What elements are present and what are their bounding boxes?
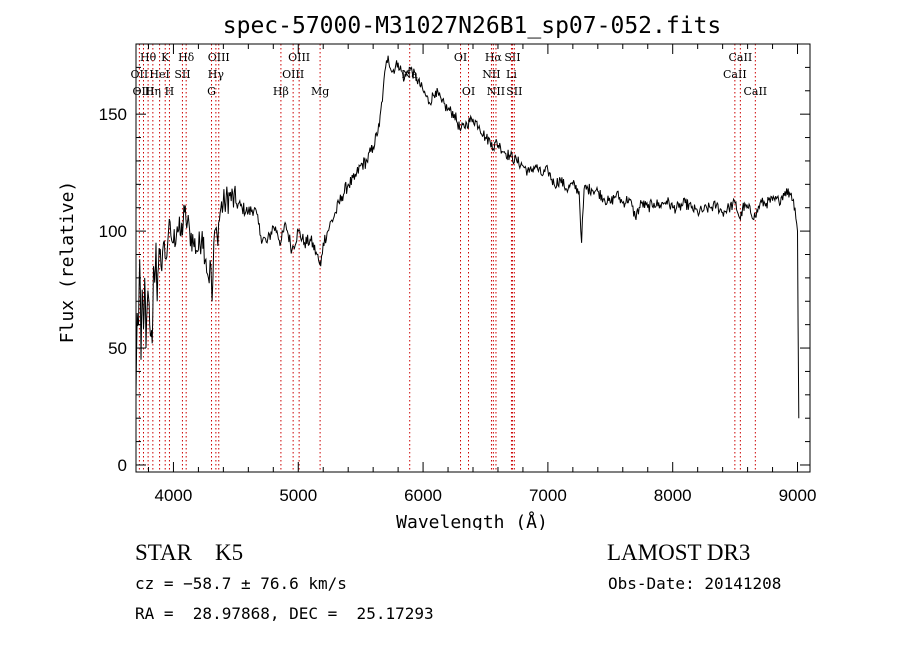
survey-name: LAMOST DR3 xyxy=(607,540,751,565)
line-label: H xyxy=(165,85,175,98)
line-label: CaII xyxy=(729,51,753,64)
line-label: Hδ xyxy=(178,51,195,64)
line-label: G xyxy=(207,85,216,98)
x-axis-label: Wavelength (Å) xyxy=(396,511,548,530)
line-label: OIII xyxy=(132,85,154,98)
x-tick-label: 6000 xyxy=(404,486,442,505)
axes: 4000 5000 6000 7000 8000 9000 0 50 100 150 xyxy=(99,44,817,505)
line-label: OII xyxy=(131,68,149,81)
line-label: OIII xyxy=(288,51,310,64)
plot-frame xyxy=(135,43,811,473)
chart-title: spec-57000-M31027N26B1_sp07-052.fits xyxy=(223,13,722,39)
line-label: SII xyxy=(506,85,522,98)
spectrum-line xyxy=(135,55,800,419)
y-tick-label: 100 xyxy=(99,222,127,241)
redshift-velocity: cz = −58.7 ± 76.6 km/s xyxy=(135,574,347,593)
line-label: HeI xyxy=(149,68,169,81)
line-label: Hβ xyxy=(273,85,289,98)
line-label: OI xyxy=(454,51,467,64)
x-tick-label: 4000 xyxy=(155,486,193,505)
line-label: SII xyxy=(174,68,190,81)
line-label: Mg xyxy=(311,85,329,98)
sky-coordinates: RA = 28.97868, DEC = 25.17293 xyxy=(135,604,434,623)
x-tick-label: 8000 xyxy=(654,486,692,505)
object-classification: STAR K5 xyxy=(135,540,243,566)
y-tick-label: 150 xyxy=(99,105,127,124)
line-label: Hη xyxy=(145,85,161,98)
x-tick-label: 9000 xyxy=(779,486,817,505)
line-label: OI xyxy=(462,85,475,98)
line-label: Hγ xyxy=(208,68,225,81)
line-label: Hθ xyxy=(140,51,157,64)
line-label: NII xyxy=(482,68,500,81)
y-tick-label: 0 xyxy=(118,456,127,475)
x-tick-label: 7000 xyxy=(529,486,567,505)
object-subclass: K5 xyxy=(214,540,244,565)
line-markers: Hθ OII OIII K HeI Hη Hδ SII H OIII Hγ G OIII OIII Hβ Mg… xyxy=(131,44,767,472)
line-label: Li xyxy=(506,68,517,81)
line-label: K xyxy=(161,51,170,64)
object-class: STAR xyxy=(135,540,192,565)
line-label: Hα xyxy=(485,51,503,64)
line-label: OIII xyxy=(208,51,230,64)
observation-date: Obs-Date: 20141208 xyxy=(608,574,782,593)
y-axis-label: Flux (relative) xyxy=(57,181,78,344)
line-label: OIII xyxy=(282,68,304,81)
spectrum-series xyxy=(135,55,800,419)
line-label: CaII xyxy=(743,85,767,98)
y-tick-label: 50 xyxy=(108,339,127,358)
spectrum-chart: spec-57000-M31027N26B1_sp07-052.fits Hθ O… xyxy=(57,13,817,530)
line-label: NII xyxy=(487,85,505,98)
line-label: SII xyxy=(504,51,520,64)
x-tick-label: 5000 xyxy=(279,486,317,505)
line-label: CaII xyxy=(723,68,747,81)
